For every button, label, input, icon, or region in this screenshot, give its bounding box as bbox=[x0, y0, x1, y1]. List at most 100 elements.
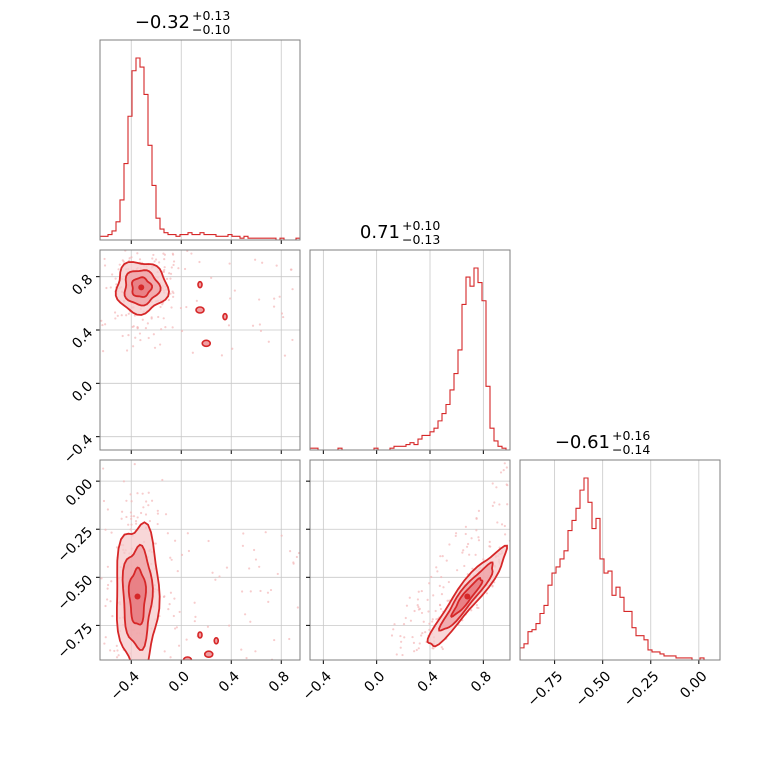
sample-point bbox=[103, 642, 106, 645]
sample-point bbox=[440, 646, 443, 649]
sample-point bbox=[428, 622, 431, 625]
sample-point bbox=[118, 263, 121, 266]
sample-point bbox=[100, 319, 103, 322]
sample-point bbox=[228, 262, 231, 265]
sample-point bbox=[160, 328, 163, 331]
sample-point bbox=[115, 238, 117, 240]
sample-point bbox=[156, 522, 159, 526]
sample-point bbox=[474, 553, 477, 556]
sample-point bbox=[87, 564, 89, 566]
sample-point bbox=[136, 201, 138, 203]
sample-point bbox=[157, 315, 160, 319]
sample-point bbox=[106, 565, 109, 568]
sample-point bbox=[112, 664, 114, 666]
sample-point bbox=[392, 628, 395, 631]
sample-point bbox=[104, 604, 107, 608]
contour-island bbox=[195, 306, 205, 314]
sample-point bbox=[126, 247, 128, 249]
sample-point bbox=[500, 523, 504, 526]
panel-frame bbox=[99, 459, 301, 661]
sample-point bbox=[447, 580, 450, 584]
sample-point bbox=[154, 258, 158, 261]
sample-point bbox=[440, 575, 443, 579]
sample-point bbox=[201, 244, 203, 246]
sample-point bbox=[418, 607, 421, 610]
sample-point bbox=[482, 558, 485, 561]
sample-point bbox=[448, 543, 451, 546]
sample-point bbox=[169, 292, 172, 295]
sample-point bbox=[388, 682, 390, 684]
sample-point bbox=[139, 511, 143, 515]
sample-point bbox=[117, 268, 120, 271]
sample-point bbox=[254, 650, 257, 653]
sample-point bbox=[177, 644, 181, 647]
sample-point bbox=[160, 242, 162, 244]
sample-point bbox=[106, 587, 109, 590]
sample-point bbox=[515, 550, 517, 552]
sample-point bbox=[161, 303, 164, 306]
sample-point bbox=[413, 661, 415, 663]
sample-point bbox=[109, 600, 112, 603]
sample-point bbox=[242, 532, 245, 535]
sample-point bbox=[272, 305, 276, 308]
histogram-step-2 bbox=[520, 477, 720, 660]
x-tick-label-0: −0.4 bbox=[108, 668, 143, 703]
sample-point bbox=[496, 521, 499, 524]
sample-point bbox=[145, 500, 148, 503]
sample-point bbox=[280, 534, 283, 537]
sample-point bbox=[493, 501, 496, 504]
sample-point bbox=[288, 549, 292, 553]
sample-point bbox=[422, 620, 425, 623]
sample-point bbox=[431, 620, 434, 623]
sample-point bbox=[167, 608, 170, 611]
sample-point bbox=[420, 589, 423, 593]
contour-island bbox=[203, 650, 214, 659]
sample-point bbox=[405, 604, 409, 607]
density-content bbox=[100, 201, 294, 357]
x-tick-label-0: 0.8 bbox=[266, 668, 293, 695]
sample-point bbox=[240, 648, 243, 651]
x-tick-label-1: −0.4 bbox=[300, 668, 335, 703]
sample-point bbox=[169, 556, 172, 559]
sample-point bbox=[297, 551, 300, 555]
sample-point bbox=[240, 590, 244, 593]
sample-point bbox=[125, 499, 128, 502]
sample-point bbox=[376, 714, 378, 716]
sample-point bbox=[148, 519, 152, 523]
histogram-panel-0: −0.32 +0.13−0.10 bbox=[99, 8, 301, 244]
sample-point bbox=[116, 314, 119, 317]
sample-point bbox=[173, 597, 176, 600]
sample-point bbox=[135, 665, 137, 667]
sample-point bbox=[158, 261, 161, 264]
panel-frame bbox=[309, 249, 511, 451]
sample-point bbox=[439, 555, 442, 558]
sample-point bbox=[393, 661, 395, 663]
sample-point bbox=[283, 354, 287, 357]
sample-point bbox=[254, 558, 258, 561]
x-tick-label-2: −0.25 bbox=[621, 668, 663, 710]
sample-point bbox=[489, 545, 492, 548]
title-minus-1: −0.13 bbox=[402, 232, 440, 247]
sample-point bbox=[173, 627, 177, 630]
sample-point bbox=[141, 440, 143, 442]
sample-point bbox=[150, 499, 154, 502]
sample-point bbox=[161, 478, 164, 482]
sample-point bbox=[152, 219, 154, 221]
title-plus-2: +0.16 bbox=[612, 428, 650, 443]
sample-point bbox=[96, 590, 98, 592]
sample-point bbox=[185, 305, 188, 309]
sample-point bbox=[252, 548, 256, 552]
sample-point bbox=[477, 539, 481, 542]
sample-point bbox=[216, 219, 218, 221]
density-panel-0-2 bbox=[87, 440, 301, 709]
sample-point bbox=[142, 673, 144, 675]
sample-point bbox=[191, 351, 194, 354]
sample-point bbox=[105, 286, 108, 290]
sample-point bbox=[249, 620, 252, 623]
sample-point bbox=[104, 528, 107, 531]
sample-point bbox=[435, 566, 438, 569]
sample-point bbox=[137, 707, 139, 709]
sample-point bbox=[412, 641, 416, 645]
sample-point bbox=[276, 572, 279, 576]
